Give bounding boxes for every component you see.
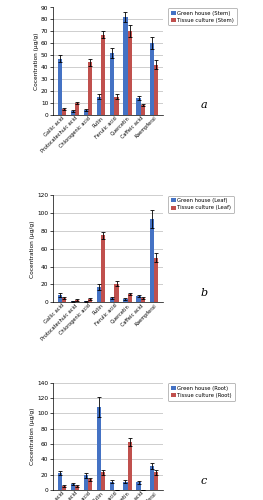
Text: c: c <box>201 476 207 486</box>
Bar <box>150 466 154 490</box>
Bar <box>136 482 141 490</box>
Bar <box>75 103 79 115</box>
Bar <box>84 476 88 490</box>
Bar <box>101 236 105 302</box>
Bar <box>62 109 66 114</box>
Bar <box>136 296 141 302</box>
Bar <box>154 64 158 114</box>
Bar <box>110 482 114 490</box>
Bar <box>128 32 132 114</box>
Text: b: b <box>200 288 207 298</box>
Bar <box>97 408 101 490</box>
Legend: Green house (Leaf), Tissue culture (Leaf): Green house (Leaf), Tissue culture (Leaf… <box>168 196 234 213</box>
Bar <box>75 486 79 490</box>
Bar <box>75 300 79 302</box>
Bar <box>110 53 114 114</box>
Bar <box>88 480 92 490</box>
Bar <box>84 110 88 114</box>
Legend: Green house (Root), Tissue culture (Root): Green house (Root), Tissue culture (Root… <box>168 384 235 400</box>
Bar <box>58 58 62 114</box>
Bar <box>141 298 145 302</box>
Bar <box>154 258 158 302</box>
Bar <box>88 62 92 114</box>
Bar <box>71 111 75 114</box>
Bar <box>114 97 119 114</box>
Bar <box>141 105 145 115</box>
Bar <box>58 295 62 302</box>
Bar <box>110 298 114 302</box>
Bar <box>114 284 119 302</box>
Bar <box>123 17 128 114</box>
Bar <box>154 472 158 490</box>
Bar <box>71 484 75 490</box>
Y-axis label: Cocentration (μg/g): Cocentration (μg/g) <box>30 220 35 278</box>
Legend: Green house (Stem), Tissue culture (Stem): Green house (Stem), Tissue culture (Stem… <box>168 8 237 25</box>
Bar <box>123 482 128 490</box>
Text: a: a <box>201 100 207 110</box>
Y-axis label: Cocentration (μg/g): Cocentration (μg/g) <box>34 32 39 90</box>
Bar <box>128 442 132 490</box>
Y-axis label: Cocentration (μg/g): Cocentration (μg/g) <box>30 408 35 465</box>
Bar <box>97 97 101 114</box>
Bar <box>97 287 101 302</box>
Bar <box>123 299 128 302</box>
Bar <box>101 472 105 490</box>
Bar <box>62 486 66 490</box>
Bar <box>150 220 154 302</box>
Bar <box>128 294 132 302</box>
Bar <box>88 299 92 302</box>
Bar <box>101 35 105 114</box>
Bar <box>62 298 66 302</box>
Bar <box>136 98 141 114</box>
Bar <box>58 473 62 490</box>
Bar <box>150 43 154 115</box>
